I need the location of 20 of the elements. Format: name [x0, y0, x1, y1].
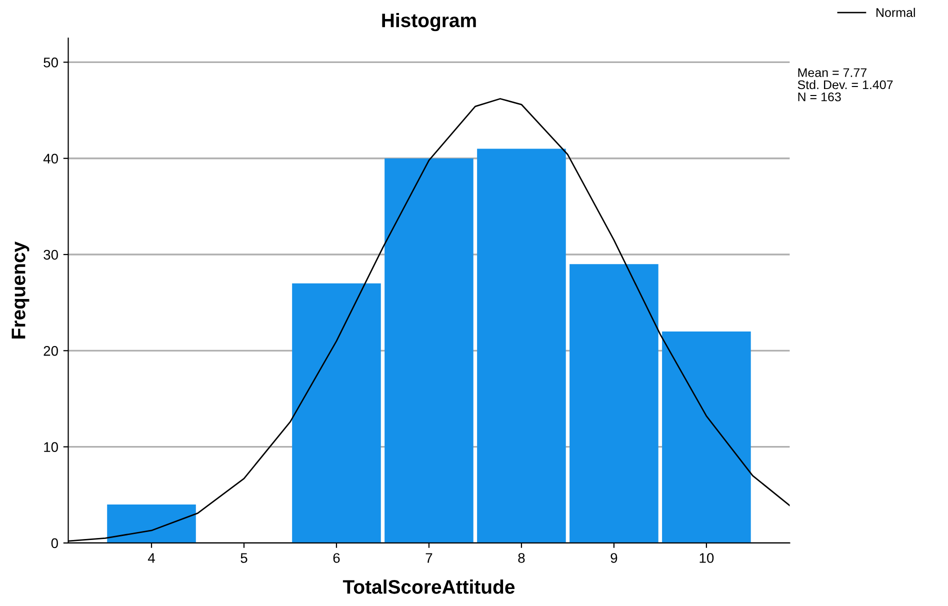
legend-label: Normal [876, 8, 915, 18]
x-tick-label: 6 [333, 553, 340, 563]
y-tick-label: 20 [44, 346, 58, 356]
text: Mean = 7.77 [798, 68, 866, 78]
x-tick-label: 8 [518, 553, 525, 563]
y-axis-title: Frequency [12, 242, 30, 338]
x-tick-label: 7 [426, 553, 432, 563]
text: Std. Dev. = 1.407 [798, 80, 893, 90]
y-tick-label: 10 [44, 442, 58, 452]
y-tick-label: 30 [44, 250, 58, 260]
x-tick-label: 4 [148, 553, 155, 563]
x-axis-title: TotalScoreAttitude [342, 580, 515, 594]
text: N = 163 [798, 92, 841, 102]
y-tick-label: 50 [44, 58, 58, 68]
x-tick-label: 9 [610, 553, 618, 563]
chart-title: Histogram [382, 12, 476, 32]
x-tick-label: 10 [700, 553, 714, 563]
y-tick-label: 40 [43, 154, 58, 164]
x-tick-label: 5 [240, 553, 248, 563]
y-tick-label: 0 [51, 538, 58, 548]
